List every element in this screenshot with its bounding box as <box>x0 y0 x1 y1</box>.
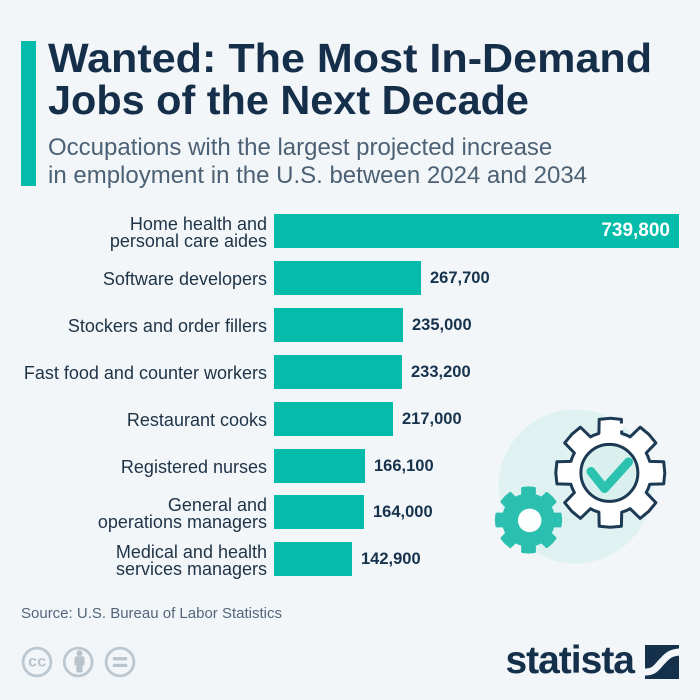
svg-text:cc: cc <box>28 653 46 670</box>
